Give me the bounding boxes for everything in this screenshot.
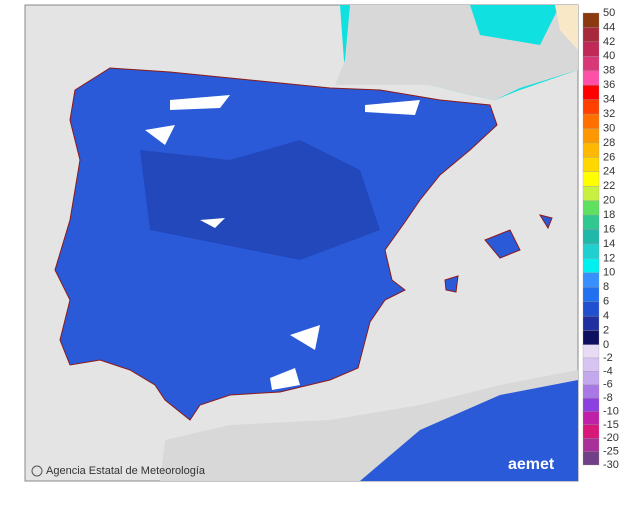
legend: 5044424038363432302826242220181614121086… xyxy=(582,7,619,471)
legend-label: 34 xyxy=(603,94,615,106)
legend-label: -8 xyxy=(603,392,613,404)
legend-swatch xyxy=(582,424,600,439)
legend-label: 50 xyxy=(603,7,615,19)
legend-label: 28 xyxy=(603,137,615,149)
legend-swatch xyxy=(582,344,600,359)
legend-label: 2 xyxy=(603,324,609,336)
legend-swatch xyxy=(582,99,600,115)
legend-swatch xyxy=(582,157,600,172)
legend-swatch xyxy=(582,384,600,399)
legend-swatch xyxy=(582,214,600,230)
legend-swatch xyxy=(582,142,600,158)
legend-swatch xyxy=(582,171,600,187)
legend-swatch xyxy=(582,357,600,372)
legend-swatch xyxy=(582,128,600,144)
balearics xyxy=(444,214,553,293)
legend-label: -25 xyxy=(603,446,619,458)
legend-label: -6 xyxy=(603,379,613,391)
legend-label: 4 xyxy=(603,310,609,322)
legend-label: 30 xyxy=(603,122,615,134)
legend-label: 22 xyxy=(603,180,615,192)
cold-area xyxy=(140,140,380,260)
legend-label: 14 xyxy=(603,238,615,250)
legend-label: -30 xyxy=(603,459,619,471)
legend-swatch xyxy=(582,438,600,452)
legend-label: 6 xyxy=(603,296,609,308)
legend-label: -15 xyxy=(603,419,619,431)
legend-swatch xyxy=(582,287,600,302)
legend-swatch xyxy=(582,411,600,426)
logo: aemet xyxy=(508,456,555,473)
legend-swatch xyxy=(582,85,600,100)
alps xyxy=(555,5,578,50)
legend-swatch xyxy=(582,12,600,28)
legend-label: -4 xyxy=(603,365,613,377)
legend-label: -20 xyxy=(603,432,619,444)
legend-label: 40 xyxy=(603,50,615,62)
legend-swatch xyxy=(582,301,600,317)
legend-label: -2 xyxy=(603,352,613,364)
legend-label: -10 xyxy=(603,405,619,417)
legend-swatch xyxy=(582,186,600,201)
legend-label: 32 xyxy=(603,108,615,120)
attribution: Agencia Estatal de Meteorología xyxy=(46,465,206,477)
legend-swatch xyxy=(582,451,600,466)
legend-label: 44 xyxy=(603,21,615,33)
legend-swatch xyxy=(582,315,600,331)
legend-label: 24 xyxy=(603,166,615,178)
legend-label: 16 xyxy=(603,223,615,235)
legend-label: 36 xyxy=(603,79,615,91)
france xyxy=(335,5,578,100)
legend-swatch xyxy=(582,371,600,385)
legend-swatch xyxy=(582,41,600,57)
copyright-icon xyxy=(31,465,43,477)
legend-swatch xyxy=(582,27,600,43)
legend-label: 38 xyxy=(603,65,615,77)
legend-swatch xyxy=(582,229,600,245)
legend-label: 26 xyxy=(603,151,615,163)
legend-label: 20 xyxy=(603,195,615,207)
legend-label: 8 xyxy=(603,281,609,293)
africa-area xyxy=(360,380,578,481)
legend-swatch xyxy=(582,200,600,216)
legend-swatch xyxy=(582,113,600,129)
legend-label: 42 xyxy=(603,36,615,48)
legend-label: 18 xyxy=(603,209,615,221)
legend-swatch xyxy=(582,70,600,86)
legend-swatch xyxy=(582,330,600,346)
legend-swatch xyxy=(582,272,600,288)
legend-label: 12 xyxy=(603,252,615,264)
legend-swatch xyxy=(582,56,600,71)
legend-label: 10 xyxy=(603,267,615,279)
legend-swatch xyxy=(582,243,600,259)
legend-label: 0 xyxy=(603,339,609,351)
legend-swatch xyxy=(582,397,600,412)
legend-swatch xyxy=(582,258,600,273)
